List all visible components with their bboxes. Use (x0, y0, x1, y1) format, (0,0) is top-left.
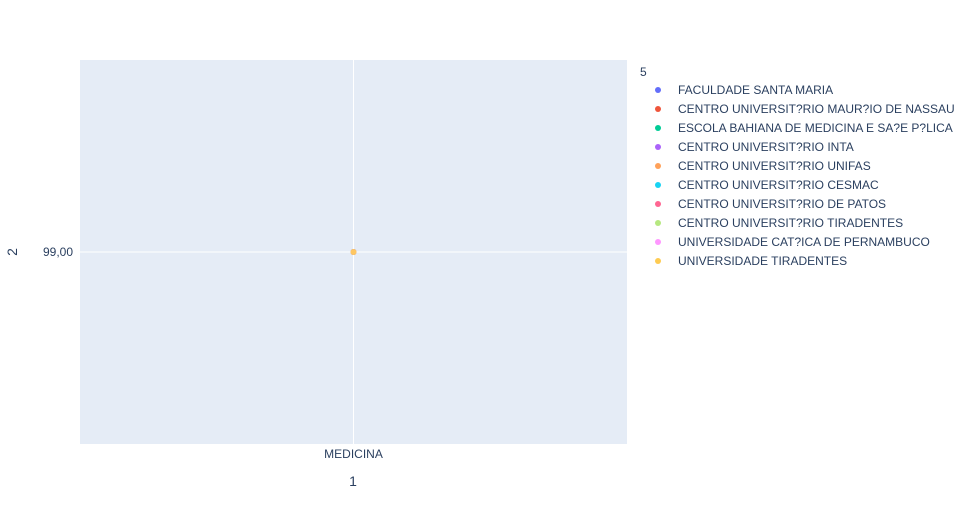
legend-marker (655, 182, 661, 188)
legend-item[interactable]: CENTRO UNIVERSIT?RIO CESMAC (655, 178, 879, 192)
legend-label: CENTRO UNIVERSIT?RIO CESMAC (678, 178, 879, 192)
data-points (350, 249, 357, 255)
legend[interactable]: 5 FACULDADE SANTA MARIA CENTRO UNIVERSIT?… (640, 65, 955, 268)
legend-label: CENTRO UNIVERSIT?RIO MAUR?IO DE NASSAU (678, 102, 955, 116)
legend-item[interactable]: ESCOLA BAHIANA DE MEDICINA E SA?E P?LICA (655, 121, 953, 135)
legend-marker (655, 163, 661, 169)
legend-label: ESCOLA BAHIANA DE MEDICINA E SA?E P?LICA (678, 121, 953, 135)
legend-label: FACULDADE SANTA MARIA (678, 83, 833, 97)
scatter-point (350, 249, 357, 255)
legend-marker (655, 106, 661, 112)
legend-label: CENTRO UNIVERSIT?RIO INTA (678, 140, 854, 154)
legend-item[interactable]: CENTRO UNIVERSIT?RIO DE PATOS (655, 197, 886, 211)
legend-item[interactable]: CENTRO UNIVERSIT?RIO MAUR?IO DE NASSAU (655, 102, 955, 116)
legend-item[interactable]: UNIVERSIDADE TIRADENTES (655, 254, 847, 268)
legend-marker (655, 258, 661, 264)
legend-item[interactable]: CENTRO UNIVERSIT?RIO TIRADENTES (655, 216, 903, 230)
legend-item[interactable]: CENTRO UNIVERSIT?RIO INTA (655, 140, 854, 154)
y-axis-title: 2 (4, 248, 20, 256)
x-axis-title: 1 (349, 473, 357, 489)
y-tick-labels: 99,00 (43, 245, 73, 259)
legend-title: 5 (640, 65, 647, 79)
legend-marker (655, 87, 661, 93)
legend-label: UNIVERSIDADE CAT?ICA DE PERNAMBUCO (678, 235, 930, 249)
legend-items[interactable]: FACULDADE SANTA MARIA CENTRO UNIVERSIT?RI… (655, 83, 955, 268)
legend-label: CENTRO UNIVERSIT?RIO UNIFAS (678, 159, 871, 173)
legend-marker (655, 201, 661, 207)
legend-item[interactable]: UNIVERSIDADE CAT?ICA DE PERNAMBUCO (655, 235, 930, 249)
legend-marker (655, 220, 661, 226)
legend-label: UNIVERSIDADE TIRADENTES (678, 254, 847, 268)
legend-label: CENTRO UNIVERSIT?RIO DE PATOS (678, 197, 886, 211)
legend-marker (655, 125, 661, 131)
legend-item[interactable]: CENTRO UNIVERSIT?RIO UNIFAS (655, 159, 871, 173)
legend-item[interactable]: FACULDADE SANTA MARIA (655, 83, 833, 97)
legend-label: CENTRO UNIVERSIT?RIO TIRADENTES (678, 216, 903, 230)
y-tick-label: 99,00 (43, 245, 73, 259)
x-tick-labels: MEDICINA (324, 447, 383, 461)
x-tick-label: MEDICINA (324, 447, 383, 461)
legend-marker (655, 239, 661, 245)
legend-marker (655, 144, 661, 150)
